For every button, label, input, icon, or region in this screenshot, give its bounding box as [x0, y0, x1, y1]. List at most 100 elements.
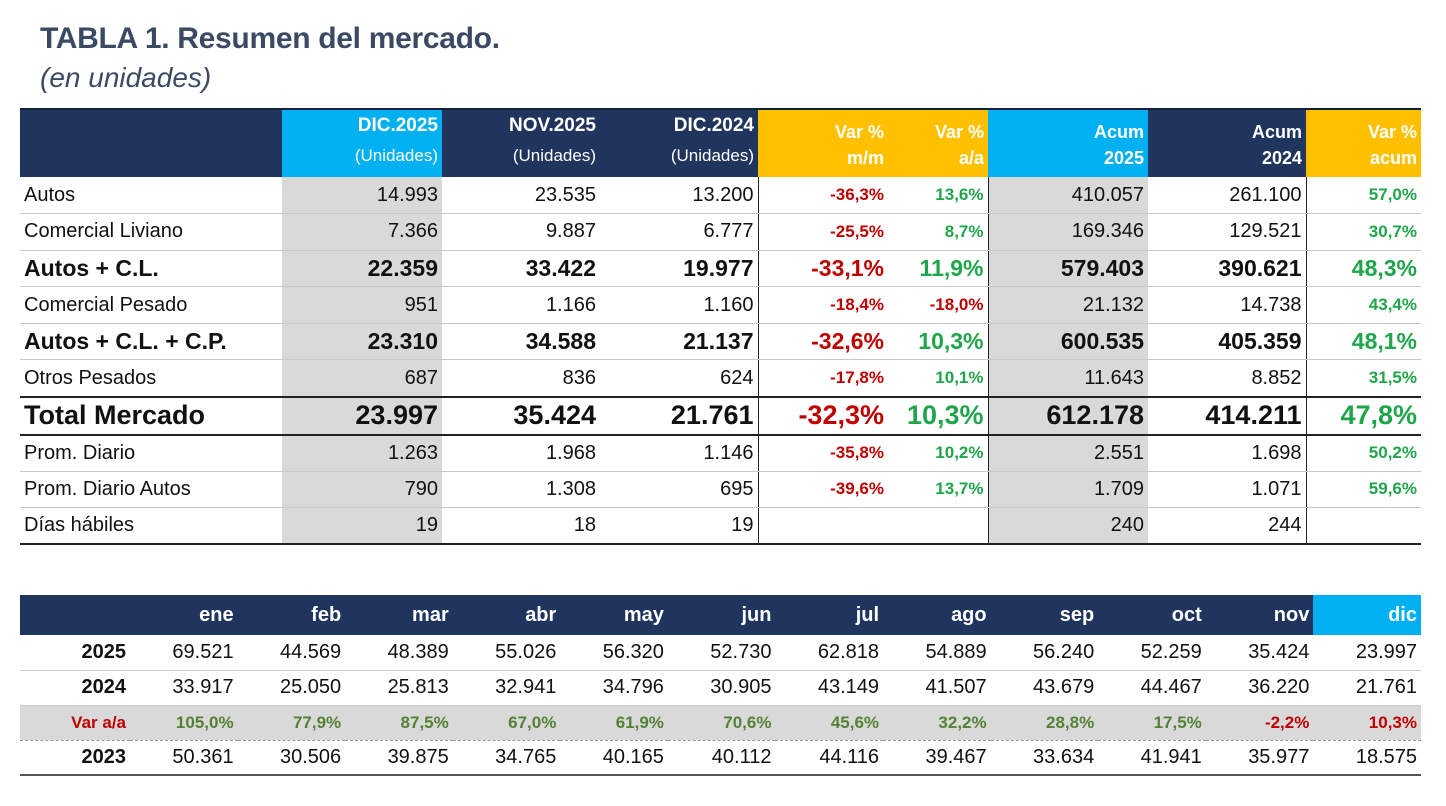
- summary-row: Autos + C.L. 22.359 33.422 19.977 -33,1% 11,9…: [20, 250, 1421, 288]
- row-label: Autos + C.L.: [20, 250, 282, 288]
- cell-dic2024: 19.977: [600, 250, 758, 288]
- cell-var-mm: -17,8%: [757, 359, 888, 398]
- header-month-mar: mar: [345, 595, 453, 635]
- header-month-ene: ene: [130, 595, 238, 635]
- cell-month-value: 77,9%: [237, 704, 346, 741]
- cell-month-value: 61,9%: [560, 704, 668, 741]
- cell-nov2025: 1.308: [442, 471, 600, 509]
- cell-month-value: 39.875: [345, 740, 453, 776]
- cell-acum2024: 14.738: [1148, 286, 1306, 324]
- cell-nov2025: 1.166: [442, 286, 600, 324]
- header-month-sep: sep: [990, 595, 1099, 635]
- cell-nov2025: 23.535: [442, 177, 600, 215]
- cell-month-value: 43.149: [775, 670, 884, 706]
- cell-month-value: 23.997: [1313, 635, 1421, 671]
- header-month-ago: ago: [883, 595, 991, 635]
- cell-dic2025: 1.263: [282, 434, 442, 472]
- cell-month-value: 25.813: [345, 670, 453, 706]
- cell-dic2025: 14.993: [282, 177, 442, 215]
- summary-row: Autos + C.L. + C.P. 23.310 34.588 21.137 -32…: [20, 323, 1421, 361]
- cell-month-value: 40.165: [560, 740, 668, 776]
- header-month-jun: jun: [667, 595, 776, 635]
- cell-var-aa: 13,7%: [888, 471, 988, 509]
- cell-nov2025: 1.968: [442, 434, 600, 472]
- header-dic2024: DIC.2024 (Unidades): [600, 108, 758, 177]
- cell-month-value: 52.259: [1098, 635, 1206, 671]
- cell-month-value: 33.917: [130, 670, 238, 706]
- cell-var-acum: 47,8%: [1305, 395, 1421, 436]
- cell-dic2024: 1.146: [600, 434, 758, 472]
- cell-nov2025: 9.887: [442, 213, 600, 251]
- cell-month-value: 44.116: [775, 740, 884, 776]
- row-year-label: 2024: [20, 670, 130, 706]
- cell-dic2024: 1.160: [600, 286, 758, 324]
- cell-month-value: 30.905: [667, 670, 776, 706]
- cell-month-value: 44.467: [1098, 670, 1206, 706]
- cell-acum2025: 410.057: [987, 177, 1148, 215]
- header-var-acum: Var % acum: [1306, 108, 1421, 177]
- cell-acum2025: 1.709: [987, 471, 1148, 509]
- cell-var-acum: 31,5%: [1305, 359, 1421, 398]
- cell-var-mm: -33,1%: [757, 250, 888, 288]
- cell-acum2025: 612.178: [987, 395, 1148, 436]
- header-month-may: may: [560, 595, 668, 635]
- cell-var-mm: -18,4%: [757, 286, 888, 324]
- cell-acum2025: 21.132: [987, 286, 1148, 324]
- cell-acum2025: 169.346: [987, 213, 1148, 251]
- cell-acum2024: 1.071: [1148, 471, 1306, 509]
- cell-month-value: -2,2%: [1205, 704, 1314, 741]
- monthly-row: Var a/a 105,0% 77,9% 87,5% 67,0% 61,9% 70,6% 45…: [20, 704, 1421, 741]
- cell-acum2025: 2.551: [987, 434, 1148, 472]
- cell-month-value: 34.765: [452, 740, 561, 776]
- cell-month-value: 48.389: [345, 635, 453, 671]
- cell-month-value: 32.941: [452, 670, 561, 706]
- cell-var-acum: [1305, 507, 1421, 546]
- header-month-jul: jul: [775, 595, 884, 635]
- cell-dic2025: 23.310: [282, 323, 442, 361]
- cell-var-aa: -18,0%: [888, 286, 988, 324]
- cell-month-value: 50.361: [130, 740, 238, 776]
- monthly-table: ene feb mar abr may jun jul ago sep oct nov dic 202…: [20, 595, 1421, 776]
- row-label: Comercial Liviano: [20, 213, 282, 251]
- summary-table: DIC.2025 (Unidades) NOV.2025 (Unidades) DI…: [20, 108, 1421, 546]
- header-var-aa: Var % a/a: [888, 108, 988, 177]
- monthly-row: 2025 69.521 44.569 48.389 55.026 56.320 52.730…: [20, 635, 1421, 671]
- cell-dic2025: 951: [282, 286, 442, 324]
- summary-row: Total Mercado 23.997 35.424 21.761 -32,3% 10,…: [20, 395, 1421, 436]
- summary-row: Autos 14.993 23.535 13.200 -36,3% 13,6% 410.05…: [20, 177, 1421, 215]
- cell-dic2025: 23.997: [282, 395, 442, 436]
- cell-month-value: 56.240: [990, 635, 1099, 671]
- cell-acum2024: 390.621: [1148, 250, 1306, 288]
- cell-month-value: 28,8%: [990, 704, 1099, 741]
- page-subtitle: (en unidades): [40, 62, 212, 93]
- cell-var-mm: -32,6%: [757, 323, 888, 361]
- row-label: Total Mercado: [20, 395, 282, 436]
- summary-row: Comercial Pesado 951 1.166 1.160 -18,4% -18,0…: [20, 286, 1421, 324]
- cell-month-value: 41.941: [1098, 740, 1206, 776]
- row-label: Días hábiles: [20, 507, 282, 546]
- cell-month-value: 52.730: [667, 635, 776, 671]
- header-month-feb: feb: [237, 595, 346, 635]
- cell-acum2024: 244: [1148, 507, 1306, 546]
- row-label: Comercial Pesado: [20, 286, 282, 324]
- header-year-col: [20, 595, 130, 635]
- cell-month-value: 54.889: [883, 635, 991, 671]
- monthly-header-row: ene feb mar abr may jun jul ago sep oct nov dic: [20, 595, 1421, 635]
- page-title: TABLA 1. Resumen del mercado.: [40, 22, 500, 55]
- summary-row: Otros Pesados 687 836 624 -17,8% 10,1% 11.643 8…: [20, 359, 1421, 398]
- cell-nov2025: 836: [442, 359, 600, 398]
- cell-month-value: 87,5%: [345, 704, 453, 741]
- row-year-label: 2023: [20, 740, 130, 776]
- cell-month-value: 32,2%: [883, 704, 991, 741]
- cell-var-mm: -36,3%: [757, 177, 888, 215]
- summary-row: Días hábiles 19 18 19 240 244: [20, 507, 1421, 546]
- cell-var-aa: 8,7%: [888, 213, 988, 251]
- cell-dic2024: 695: [600, 471, 758, 509]
- cell-month-value: 36.220: [1205, 670, 1314, 706]
- cell-month-value: 39.467: [883, 740, 991, 776]
- cell-month-value: 21.761: [1313, 670, 1421, 706]
- cell-month-value: 30.506: [237, 740, 346, 776]
- cell-dic2024: 624: [600, 359, 758, 398]
- cell-month-value: 34.796: [560, 670, 668, 706]
- header-nov2025: NOV.2025 (Unidades): [442, 108, 600, 177]
